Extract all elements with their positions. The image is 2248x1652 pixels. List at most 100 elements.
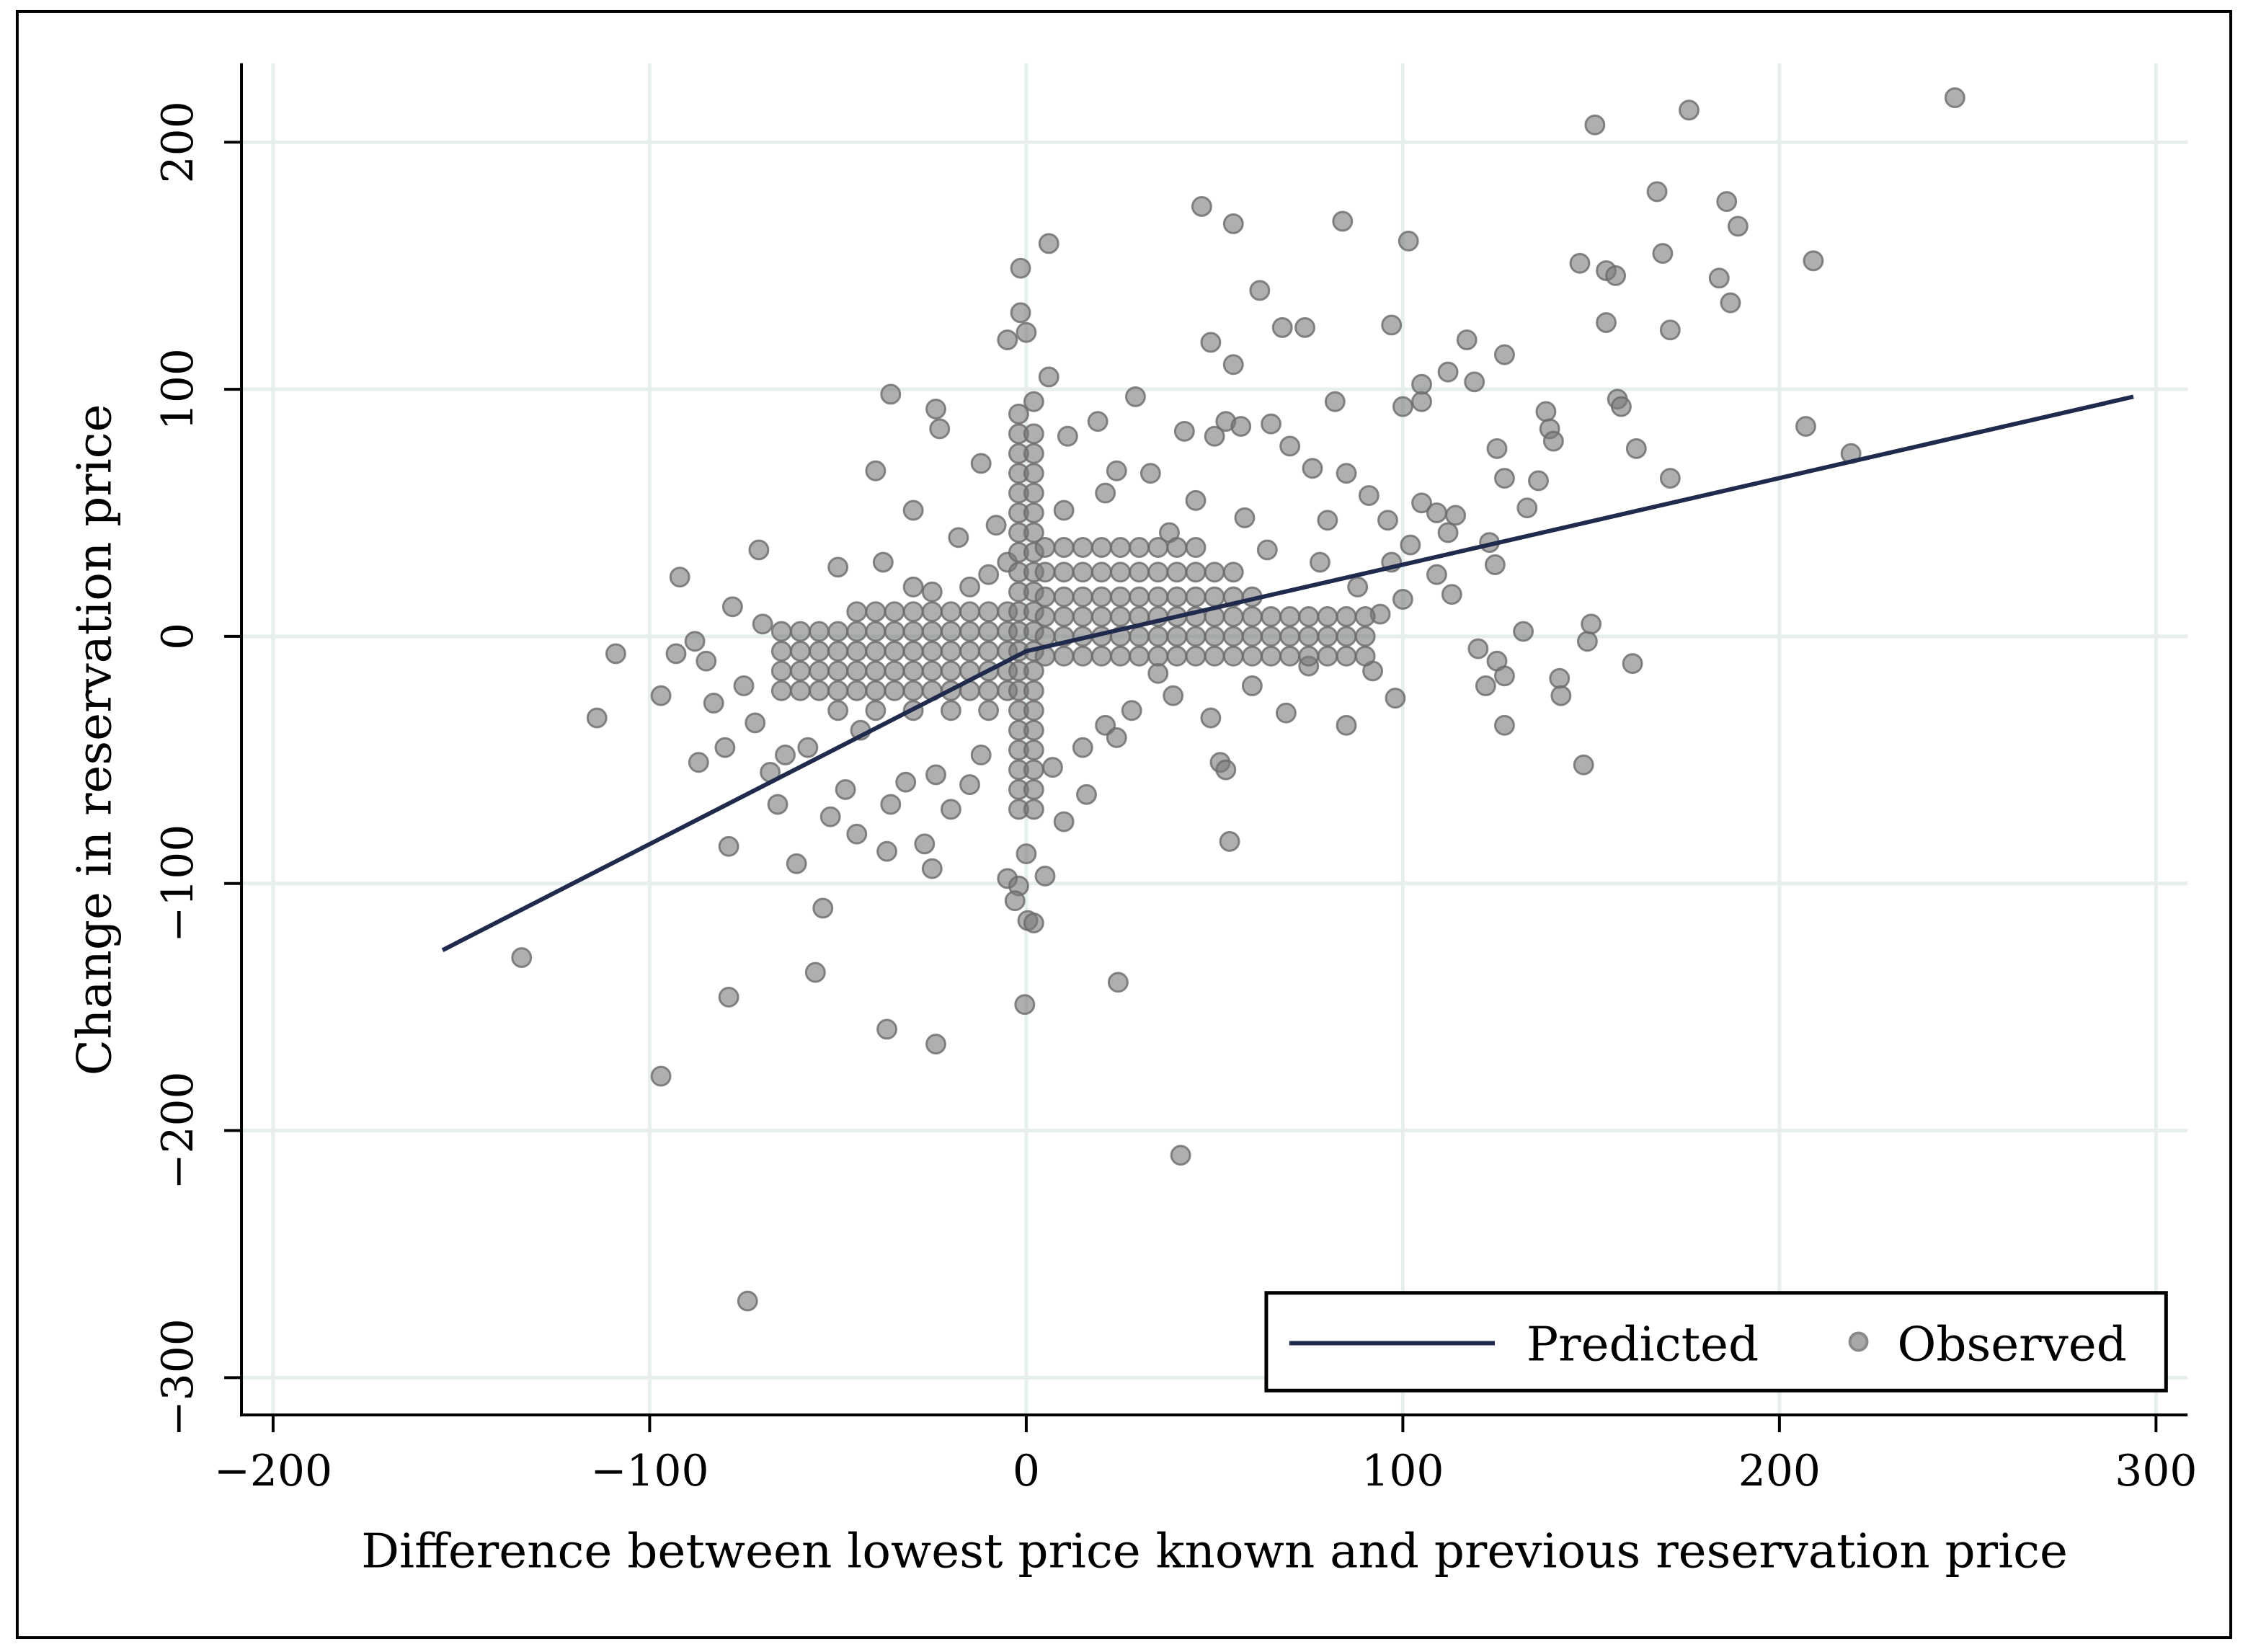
observed-point: [1034, 626, 1056, 647]
observed-point: [1042, 757, 1063, 778]
observed-point: [1008, 403, 1029, 425]
observed-point: [1275, 702, 1297, 724]
observed-point: [1347, 576, 1369, 598]
observed-point: [1610, 396, 1632, 417]
observed-point: [1023, 423, 1044, 445]
observed-point: [827, 556, 849, 578]
observed-point: [1219, 830, 1240, 852]
observed-point: [1596, 312, 1617, 334]
outer-frame: [15, 9, 2233, 1640]
observed-point: [1392, 589, 1413, 610]
observed-point: [1279, 435, 1301, 457]
observed-point: [1261, 606, 1281, 627]
observed-point: [865, 680, 887, 701]
observed-point: [1445, 505, 1466, 526]
observed-point: [921, 621, 943, 642]
observed-point: [586, 707, 608, 729]
observed-point: [809, 641, 830, 662]
x-tick-label: 100: [1361, 1446, 1444, 1496]
observed-point: [1023, 680, 1044, 701]
observed-point: [876, 840, 898, 862]
observed-point: [1256, 539, 1278, 561]
observed-point: [902, 601, 924, 623]
observed-point: [1076, 783, 1097, 805]
observed-point: [1072, 561, 1093, 583]
observed-point: [1222, 606, 1244, 627]
observed-point: [1185, 561, 1207, 583]
y-tick-label: 200: [153, 101, 203, 183]
observed-point: [1261, 413, 1281, 435]
observed-point: [1437, 522, 1459, 543]
observed-point: [718, 986, 739, 1008]
observed-point: [921, 641, 943, 662]
observed-point: [970, 745, 992, 765]
observed-point: [1354, 645, 1376, 667]
observed-point: [846, 601, 868, 623]
observed-point: [1023, 443, 1044, 464]
observed-point: [1550, 685, 1572, 706]
observed-point: [1163, 685, 1184, 706]
observed-point: [827, 660, 849, 682]
observed-point: [959, 641, 980, 662]
observed-point: [865, 601, 887, 623]
observed-point: [1708, 267, 1730, 289]
observed-point: [1625, 438, 1647, 459]
observed-point: [1456, 329, 1478, 351]
observed-point: [1057, 425, 1078, 447]
observed-point: [1010, 257, 1031, 279]
observed-point: [846, 823, 868, 845]
observed-point: [1147, 626, 1169, 647]
observed-point: [1110, 537, 1131, 558]
observed-point: [1222, 354, 1244, 376]
observed-point: [688, 752, 709, 773]
observed-point: [1230, 416, 1252, 437]
observed-point: [789, 660, 811, 682]
observed-point: [959, 601, 980, 623]
observed-point: [1249, 280, 1271, 301]
observed-point: [827, 641, 849, 662]
observed-point: [1023, 522, 1044, 543]
observed-point: [684, 631, 706, 652]
observed-point: [846, 680, 868, 701]
observed-point: [1398, 230, 1419, 252]
observed-point: [925, 1034, 946, 1054]
observed-point: [809, 621, 830, 642]
observed-point: [1023, 719, 1044, 741]
observed-point: [1576, 631, 1598, 652]
y-tick-label: −200: [153, 1071, 203, 1189]
observed-point: [985, 515, 1007, 536]
observed-point: [1129, 561, 1150, 583]
observed-point: [1279, 606, 1301, 627]
observed-point: [745, 712, 766, 734]
observed-point: [1204, 586, 1225, 608]
observed-point: [1475, 675, 1496, 696]
observed-point: [1200, 707, 1222, 729]
observed-point: [1053, 561, 1075, 583]
observed-point: [1121, 700, 1142, 721]
observed-point: [797, 737, 819, 758]
observed-point: [1106, 727, 1127, 748]
x-tick-label: −100: [590, 1446, 708, 1496]
observed-point: [1573, 754, 1594, 776]
observed-point: [804, 962, 826, 983]
observed-point: [1354, 606, 1376, 627]
observed-point: [940, 621, 961, 642]
observed-point: [940, 641, 961, 662]
observed-point: [1584, 114, 1606, 136]
observed-point: [1493, 714, 1515, 736]
observed-point: [1241, 626, 1263, 647]
observed-point: [1072, 537, 1093, 558]
observed-point: [1023, 482, 1044, 504]
observed-point: [1336, 606, 1357, 627]
observed-point: [1014, 994, 1036, 1016]
observed-point: [1129, 586, 1150, 608]
observed-point: [948, 527, 969, 549]
observed-point: [1038, 233, 1059, 254]
observed-point: [1261, 626, 1281, 647]
observed-point: [884, 641, 905, 662]
legend-predicted-label: Predicted: [1527, 1316, 1759, 1372]
observed-point: [925, 399, 946, 419]
observed-point: [1261, 645, 1281, 667]
observed-point: [846, 641, 868, 662]
observed-point: [1528, 470, 1549, 492]
